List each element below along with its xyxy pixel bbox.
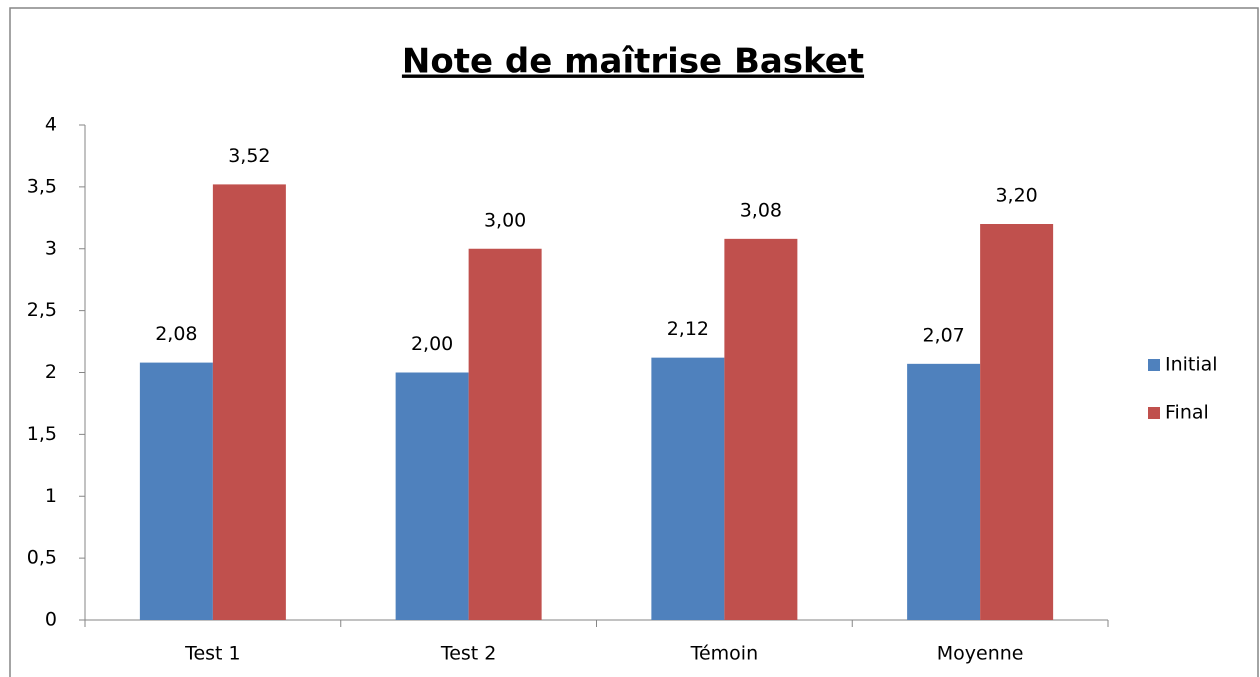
x-tick-label: Test 2 — [440, 643, 497, 665]
data-label: 3,20 — [995, 185, 1037, 207]
bar — [907, 363, 981, 620]
y-tick-label: 0,5 — [27, 547, 57, 569]
bar — [212, 184, 286, 620]
data-label: 2,12 — [667, 318, 709, 340]
y-tick-label: 3,5 — [27, 175, 57, 197]
y-tick-label: 2,5 — [27, 299, 57, 321]
x-tick-label: Témoin — [690, 643, 759, 665]
y-tick-label: 2 — [45, 361, 57, 383]
y-tick-label: 1,5 — [27, 423, 57, 445]
legend-label: Final — [1165, 402, 1209, 424]
chart-border — [9, 7, 1259, 677]
y-tick-label: 1 — [45, 485, 57, 507]
bar — [980, 224, 1054, 620]
data-label: 3,52 — [228, 145, 270, 167]
y-tick-label: 4 — [45, 114, 57, 136]
x-tick-label: Moyenne — [937, 643, 1024, 665]
bar — [724, 238, 798, 620]
bar — [395, 372, 469, 620]
data-label: 2,07 — [922, 324, 964, 346]
legend-label: Initial — [1165, 354, 1218, 376]
bar — [651, 357, 725, 620]
legend-swatch — [1148, 407, 1160, 419]
data-label: 3,00 — [484, 209, 526, 231]
data-label: 2,08 — [155, 323, 197, 345]
chart-title: Note de maîtrise Basket — [402, 42, 864, 82]
bar — [139, 362, 213, 620]
y-tick-label: 3 — [45, 237, 57, 259]
bar — [468, 248, 542, 620]
legend-swatch — [1148, 359, 1160, 371]
data-label: 3,08 — [740, 199, 782, 221]
x-tick-label: Test 1 — [184, 643, 241, 665]
data-label: 2,00 — [411, 333, 453, 355]
y-tick-label: 0 — [45, 609, 57, 631]
